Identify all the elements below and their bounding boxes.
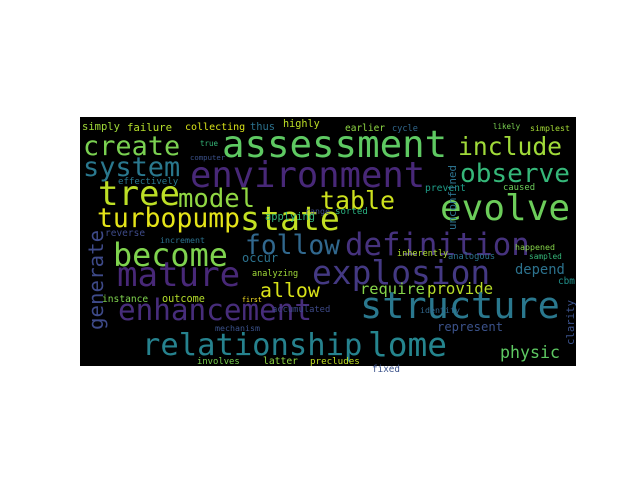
- word: increment: [160, 235, 205, 245]
- word: physic: [500, 343, 560, 362]
- word: precludes: [310, 356, 360, 367]
- word: prevent: [425, 183, 466, 194]
- word: true: [200, 139, 219, 148]
- word: caused: [503, 183, 535, 193]
- word: observe: [460, 159, 570, 189]
- word: analogous: [448, 252, 495, 262]
- word: allow: [260, 279, 320, 302]
- word: range: [305, 206, 330, 216]
- word: generate: [84, 230, 108, 330]
- word: state: [240, 199, 340, 238]
- word: computer: [190, 153, 226, 162]
- word: highly: [283, 119, 320, 130]
- word: represent: [437, 320, 503, 334]
- word: occur: [242, 251, 278, 265]
- word: unconfined: [446, 165, 459, 230]
- word: table: [320, 186, 395, 215]
- word: earlier: [345, 123, 385, 134]
- word: structure: [360, 284, 560, 327]
- word: become: [113, 237, 228, 274]
- word: instance: [102, 294, 148, 305]
- word: sorted: [335, 207, 368, 217]
- word: lome: [368, 326, 447, 364]
- word: outcome: [162, 294, 205, 305]
- word: explosion: [312, 253, 490, 292]
- word: fixed: [372, 364, 400, 375]
- word: accumulated: [272, 305, 330, 315]
- word: system: [83, 152, 180, 183]
- word: assessment: [222, 122, 447, 166]
- word: reverse: [105, 228, 145, 239]
- word: clarity: [564, 299, 577, 345]
- word: inherently: [397, 249, 448, 259]
- word: evolve: [440, 188, 570, 229]
- word: effectively: [118, 177, 179, 187]
- word: model: [178, 184, 255, 214]
- word: definition: [345, 228, 530, 263]
- word: require: [360, 280, 425, 298]
- word: latter: [263, 356, 298, 367]
- word: collecting: [185, 122, 245, 133]
- word: analyzing: [252, 269, 298, 279]
- word: provide: [427, 279, 493, 298]
- word: follow: [245, 231, 340, 261]
- word: sampled: [529, 252, 562, 261]
- word: likely: [493, 122, 521, 131]
- word: involves: [197, 357, 240, 367]
- word: depend: [515, 262, 565, 278]
- word: relationship: [142, 328, 362, 363]
- word: enhancement: [118, 293, 312, 327]
- word: first: [242, 296, 262, 304]
- word: applying: [265, 211, 315, 223]
- word: identify: [420, 305, 460, 315]
- word: cbm: [558, 276, 575, 287]
- word: include: [458, 132, 562, 161]
- word: mechanism: [215, 323, 260, 333]
- word: simplest: [530, 123, 570, 133]
- word: thus: [250, 121, 275, 133]
- word: mature: [117, 255, 240, 295]
- word: cycle: [392, 124, 418, 134]
- word: create: [83, 131, 180, 162]
- word: tree: [98, 174, 180, 214]
- word: failure: [127, 121, 172, 134]
- word-cloud-canvas: [80, 117, 576, 366]
- word: environment: [190, 155, 425, 196]
- word: simply: [82, 121, 120, 133]
- word: happened: [515, 242, 555, 252]
- word: turbopump: [97, 203, 240, 234]
